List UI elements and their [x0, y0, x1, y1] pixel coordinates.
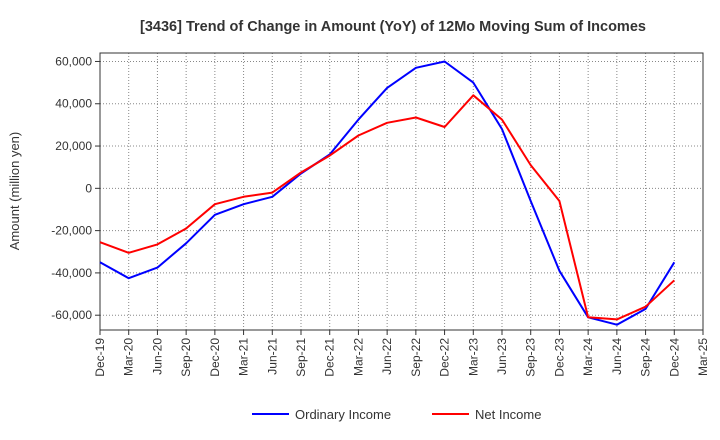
x-tick-label: Sep-22: [409, 338, 423, 377]
x-tick-label: Mar-22: [351, 338, 365, 376]
x-tick-label: Mar-24: [581, 338, 595, 376]
x-tick-label: Jun-24: [610, 338, 624, 375]
plot-area-frame: [99, 52, 704, 331]
x-tick-label: Dec-21: [323, 338, 337, 377]
y-tick-label: -40,000: [51, 266, 92, 280]
chart-title: [3436] Trend of Change in Amount (YoY) o…: [140, 19, 646, 35]
y-axis: 60,000 40,000 20,000 0 -20,000 -40,000 -60,000: [51, 54, 100, 322]
y-tick-label: -20,000: [51, 224, 92, 238]
x-axis: Dec-19 Mar-20 Jun-20 Sep-20 Dec-20 Mar-21 Jun-…: [93, 330, 710, 377]
x-tick-label: Mar-20: [122, 338, 136, 376]
series-line-net-income: [99, 94, 675, 321]
x-tick-label: Dec-23: [552, 338, 566, 377]
x-tick-label: Mar-23: [466, 338, 480, 376]
x-tick-label: Jun-22: [380, 338, 394, 375]
x-tick-label: Sep-20: [179, 338, 193, 377]
x-tick-label: Sep-23: [524, 338, 538, 377]
grid: [100, 53, 703, 330]
y-tick-label: 0: [85, 181, 92, 195]
x-tick-label: Sep-24: [639, 338, 653, 377]
x-tick-label: Dec-24: [667, 338, 681, 377]
x-tick-label: Jun-23: [495, 338, 509, 375]
legend-label-net-income: Net Income: [475, 407, 541, 422]
x-tick-label: Jun-20: [150, 338, 164, 375]
y-axis-title: Amount (million yen): [7, 132, 22, 251]
series-lines: [99, 60, 676, 326]
y-tick-label: 40,000: [55, 97, 92, 111]
y-tick-label: 60,000: [55, 54, 92, 68]
series-line-ordinary-income: [99, 60, 676, 326]
legend-label-ordinary-income: Ordinary Income: [295, 407, 391, 422]
x-tick-label: Dec-22: [438, 338, 452, 377]
y-tick-label: -60,000: [51, 308, 92, 322]
x-tick-label: Dec-19: [93, 338, 107, 377]
x-tick-label: Mar-21: [237, 338, 251, 376]
y-tick-label: 20,000: [55, 139, 92, 153]
x-tick-label: Mar-25: [696, 338, 710, 376]
x-tick-label: Sep-21: [294, 338, 308, 377]
x-tick-label: Dec-20: [208, 338, 222, 377]
legend: Ordinary Income Net Income: [252, 407, 541, 422]
x-tick-label: Jun-21: [265, 338, 279, 375]
